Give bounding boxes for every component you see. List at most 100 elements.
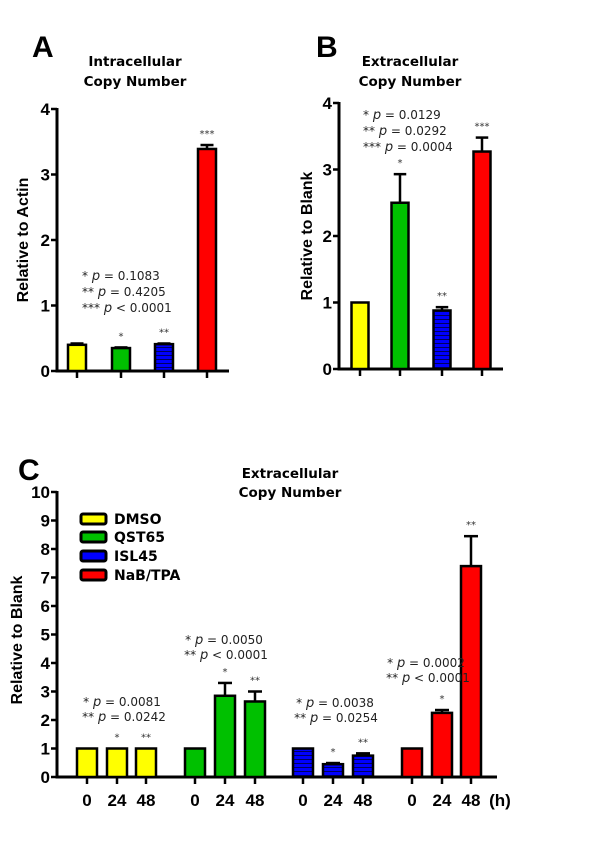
significance-marker: ** [159,327,169,338]
y-tick-label: 0 [41,768,50,787]
bar-nab-tpa [430,711,454,779]
bar-isl45 [351,754,375,779]
significance-marker: * [331,747,336,758]
y-axis-label: Relative to Blank [9,575,26,704]
y-tick-label: 0 [41,362,50,381]
significance-marker: * [119,331,124,342]
x-tick-label: 24 [433,791,452,810]
p-value-annotation: * p = 0.0002 [387,656,465,671]
significance-marker: ** [141,733,151,744]
legend: DMSO QST65 ISL45 NaB/TPA [79,512,180,584]
significance-marker: *** [475,122,490,133]
p-value-annotation: ** p < 0.0001 [386,671,470,686]
bar-nab-tpa [472,150,492,371]
p-value-annotation: ** p = 0.4205 [82,285,166,300]
legend-item: NaB/TPA [79,568,180,584]
legend-item: QST65 [79,530,165,546]
p-value-annotation: ** p = 0.0292 [363,124,447,139]
y-tick-label: 2 [41,231,50,250]
y-tick-label: 5 [41,626,50,645]
significance-marker: * [398,158,403,169]
legend-swatch [79,568,108,582]
y-tick-label: 10 [31,483,50,502]
bar-qst65 [213,694,237,779]
legend-label: ISL45 [114,549,158,565]
chart-title: Copy Number [239,485,342,501]
panel-c: 0 1 2 3 4 5 6 7 8 9 10 Extracellular Copy Number C Rel… [9,454,511,810]
legend-swatch [79,530,108,544]
x-tick-label: 0 [407,791,416,810]
chart-title: Copy Number [84,74,187,90]
x-tick-label: 48 [246,791,265,810]
y-tick-label: 2 [323,227,332,246]
p-value-annotation: ** p = 0.0242 [82,710,166,725]
y-axis-label: Relative to Blank [299,171,316,300]
chart-title: Extracellular [242,466,339,482]
legend-label: DMSO [114,512,162,528]
bar-isl45 [291,747,315,779]
y-tick-label: 3 [41,683,50,702]
y-tick-label: 4 [41,654,51,673]
y-tick-label: 1 [323,294,332,313]
p-value-annotation: * p = 0.0129 [363,108,441,123]
bar-qst65 [243,700,267,779]
legend-label: NaB/TPA [114,568,180,584]
x-tick-label: 48 [462,791,481,810]
bar-qst65 [110,346,132,373]
legend-item: ISL45 [79,549,158,565]
p-value-annotation: * p = 0.0038 [296,696,374,711]
legend-swatch [79,549,108,563]
bar-qst65 [183,747,207,779]
chart-title: Extracellular [362,54,459,70]
p-value-annotation: * p = 0.0050 [185,633,263,648]
chart-title: Copy Number [359,74,462,90]
y-axis-label: Relative to Actin [15,178,32,303]
y-tick-label: 9 [41,512,50,531]
y-tick-label: 1 [41,297,50,316]
chart-title: Intracellular [88,54,182,70]
p-value-annotation: * p = 0.0081 [83,695,161,710]
bar-nab-tpa [400,747,424,779]
significance-marker: ** [250,676,260,687]
y-tick-label: 0 [323,360,332,379]
y-tick-label: 1 [41,740,50,759]
y-tick-label: 6 [41,597,50,616]
bar-nab-tpa [459,564,483,779]
y-tick-label: 8 [41,540,50,559]
bar-isl45 [432,309,452,371]
panel-letter: C [18,454,40,487]
legend-swatch [79,512,108,526]
x-tick-label: 0 [190,791,199,810]
significance-marker: ** [437,291,447,302]
bar-group-nab-tpa: 0 24 * 48 ** * p = 0.0002** p < 0.0001 [386,520,483,810]
panel-letter: B [316,31,338,64]
x-tick-label: 24 [324,791,343,810]
bar-dmso [134,747,158,779]
p-value-annotation: *** p < 0.0001 [82,301,172,316]
significance-marker: ** [466,520,476,531]
legend-item: DMSO [79,512,162,528]
significance-marker: * [440,694,445,705]
y-tick-label: 2 [41,711,50,730]
y-tick-label: 3 [323,161,332,180]
significance-marker: * [223,667,228,678]
significance-marker: *** [200,129,215,140]
bar-group-isl45: 0 24 * 48 ** * p = 0.0038** p = 0.0254 [291,696,378,810]
y-tick-label: 7 [41,569,50,588]
x-tick-label: 0 [82,791,91,810]
p-value-annotation: *** p = 0.0004 [363,140,453,155]
panel-b: 0 1 2 3 4 Extracellular Copy Number B Relative t… [299,31,503,379]
x-tick-label: 24 [108,791,127,810]
x-tick-label: 0 [298,791,307,810]
p-value-annotation: ** p = 0.0254 [294,711,378,726]
legend-label: QST65 [114,530,165,546]
bar-isl45 [153,342,175,373]
x-tick-label: 48 [354,791,373,810]
bar-qst65 [390,201,410,371]
significance-marker: * [115,733,120,744]
y-tick-label: 3 [41,166,50,185]
x-unit-label: (h) [489,791,511,810]
bar-dmso [105,747,129,779]
significance-marker: ** [358,737,368,748]
